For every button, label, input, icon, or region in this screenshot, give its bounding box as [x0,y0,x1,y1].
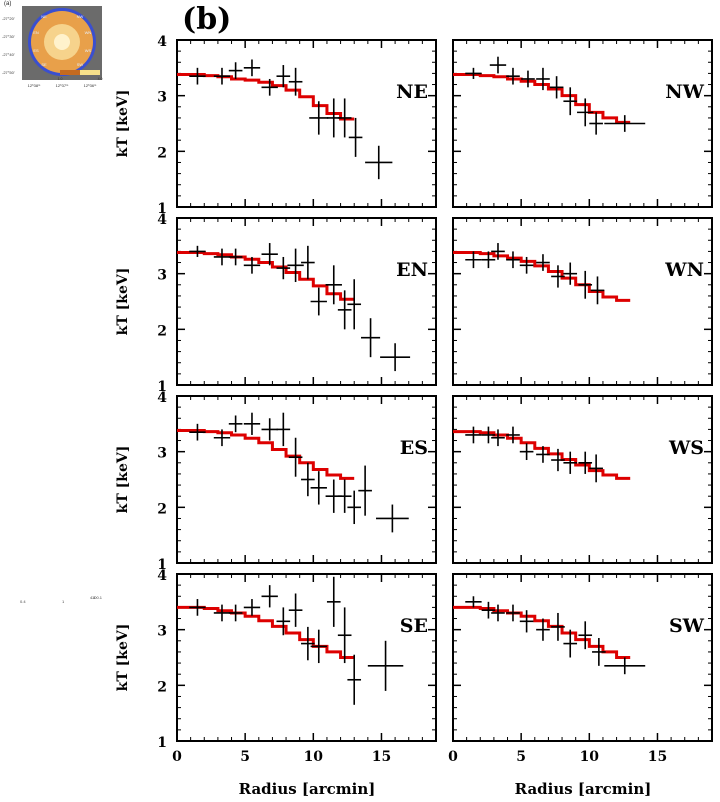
x-tick-label: 0 [448,749,458,765]
tiny-axis-tick: 0.4 [20,599,26,604]
model-step-line [453,73,631,124]
panel-region-label: WN [664,259,704,281]
x-axis-label-right: Radius [arcmin] [515,780,652,798]
y-tick-label: 2 [157,679,167,695]
panel-ws: WS [452,395,713,564]
x-tick-label: 15 [648,749,667,765]
y-tick-label: 2 [157,323,167,339]
y-tick-label: 2 [157,145,167,161]
x-tick-label: 10 [304,749,324,765]
inset-colorbar-light [80,70,100,75]
tiny-axis-tick: 4.1 [90,595,96,600]
panel-region-label: EN [396,259,428,281]
inset-colorbar-tick: 4.0 [98,77,103,81]
y-tick-label: 1 [157,557,167,573]
model-step-line [177,73,355,121]
x-tick-label: 5 [240,749,250,765]
panel-region-label: SE [400,615,428,637]
y-tick-label: 3 [157,268,167,284]
inset-sector-label: WS [85,48,92,53]
y-tick-label: 1 [157,201,167,217]
panel-frame [176,217,437,386]
panel-region-label: NE [396,81,428,103]
panel-wn: WN [452,217,713,386]
panel-frame [452,395,713,564]
model-step-line [177,251,355,301]
tiny-axis-strip: 0.4 1 4.1 100.1 [20,595,110,605]
inset-sector-label: WN [85,30,92,35]
model-step-line [177,429,355,480]
tiny-axis-tick: 1 [62,599,65,604]
panel-region-label: WS [668,437,704,459]
inset-ra-tick: 12ʰ38ᵐ [28,83,41,88]
y-tick-label: 4 [157,390,167,406]
panel-frame [452,39,713,208]
model-step-line [177,605,355,659]
inset-sector-label: SW [77,62,84,67]
y-tick-label: 2 [157,501,167,517]
panel-ne: 1 2 3 4 kT [keV] NE [115,34,437,217]
y-tick-label: 3 [157,90,167,106]
inset-sector-label: EN [33,30,39,35]
x-axis-label-left: Radius [arcmin] [239,780,376,798]
y-tick-label: 1 [157,379,167,395]
inset-dec-tick: -27°40' [2,52,15,57]
x-tick-label: 0 [172,749,182,765]
inset-map: NE NW EN WN ES WS SE SW -27°20' -27°30' -27°40' -27… [0,0,110,100]
inset-sector-label: SE [41,62,47,67]
y-axis-label: kT [keV] [115,446,131,514]
model-step-line [453,251,631,302]
panel-es: 1 2 3 4 kT [keV] ES [115,390,437,573]
panel-region-label: SW [669,615,705,637]
panels-group: 1 2 3 4 kT [keV] NE NW 1 2 3 4 kT [keV] EN WN 1 2 3 4 kT [… [115,34,713,765]
inset-sector-label: NW [77,14,84,19]
figure-label: (b) [182,2,231,37]
y-tick-label: 1 [157,735,167,751]
model-step-line [453,605,631,659]
inset-dec-tick: -27°50' [2,70,15,75]
y-tick-label: 4 [157,34,167,50]
panel-sw: 0 5 10 15 SW [448,573,713,765]
inset-dec-tick: -27°20' [2,16,15,21]
panel-region-label: ES [400,437,428,459]
y-axis-label: kT [keV] [115,624,131,692]
panel-frame [452,573,713,742]
y-tick-label: 3 [157,446,167,462]
x-tick-label: 10 [580,749,600,765]
inset-map-svg: NE NW EN WN ES WS SE SW -27°20' -27°30' -27°40' -27… [2,6,103,88]
panel-frame [176,395,437,564]
inset-colorbar-tick: 1.0 [58,77,63,81]
inset-ra-tick: 12ʰ37ᵐ [56,83,69,88]
inset-sector-label: ES [33,48,39,53]
y-axis-label: kT [keV] [115,90,131,158]
panel-frame [176,39,437,208]
y-tick-label: 3 [157,624,167,640]
x-tick-label: 5 [516,749,526,765]
panel-frame [176,573,437,742]
panel-se: 1 2 3 4 0 5 10 15 kT [keV] SE [115,568,437,765]
inset-disk-core [54,34,70,50]
x-tick-label: 15 [372,749,391,765]
panel-nw: NW [452,39,713,208]
inset-ra-tick: 12ʰ36ᵐ [84,83,97,88]
inset-sector-label: NE [41,14,47,19]
tiny-axis-tick: 100.1 [92,595,103,600]
y-tick-label: 4 [157,568,167,584]
panel-region-label: NW [665,81,704,103]
inset-panel-label: (a) [4,1,12,7]
panel-frame [452,217,713,386]
panel-en: 1 2 3 4 kT [keV] EN [115,212,437,395]
inset-dec-tick: -27°30' [2,34,15,39]
y-tick-label: 4 [157,212,167,228]
y-axis-label: kT [keV] [115,268,131,336]
